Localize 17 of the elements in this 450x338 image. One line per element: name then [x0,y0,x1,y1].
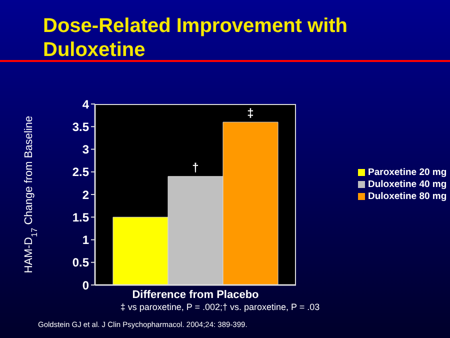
legend-label: Paroxetine 20 mg [367,166,447,178]
y-tick-label: 0 [82,278,90,292]
text: ‡ vs paroxetine, P = .002;† vs. paroxetine, P = .03 [119,302,321,312]
legend-label: Duloxetine 40 mg [367,178,447,190]
y-tick-label: 0.5 [72,256,90,270]
y-tick-label: 1.5 [72,210,90,224]
y-tick-label: 4 [82,97,90,112]
y-tick-label: 2.5 [72,165,90,180]
legend-label: Duloxetine 80 mg [367,190,447,202]
y-tick-label: 3 [82,142,90,157]
y-tick-label: 2 [82,188,90,202]
y-tick-label: 1 [82,233,90,248]
data-label: † [192,160,199,174]
x-axis-title: Difference from Placebo [132,289,259,301]
y-tick-label: 3.5 [72,120,90,134]
data-label: ‡ [247,106,254,120]
chart-title: Dose-Related Improvement with Duloxetine [43,14,349,62]
